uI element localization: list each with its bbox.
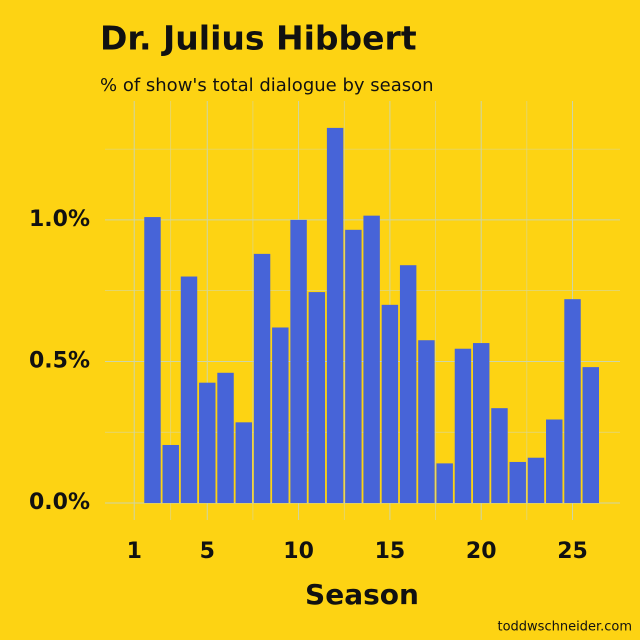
y-tick-label: 1.0% [29, 207, 90, 232]
bar [454, 348, 472, 504]
bar [564, 299, 581, 504]
bar [399, 265, 417, 504]
bar [290, 219, 307, 504]
x-tick-label: 20 [466, 539, 497, 564]
bar [345, 229, 362, 504]
x-tick-label: 15 [375, 539, 406, 564]
bar [180, 276, 198, 504]
x-tick-label: 10 [283, 539, 314, 564]
bar [162, 444, 179, 504]
bar [582, 367, 599, 504]
bar [381, 304, 399, 504]
bar [308, 292, 326, 504]
bar [326, 127, 344, 504]
bar [527, 457, 545, 504]
x-tick-label: 5 [200, 539, 215, 564]
bar [144, 217, 161, 504]
bar [363, 215, 380, 504]
bar [217, 372, 234, 504]
bar [472, 343, 490, 504]
bar [436, 463, 453, 504]
y-tick-label: 0.0% [29, 490, 90, 515]
chart-title: Dr. Julius Hibbert [100, 19, 417, 58]
bar [272, 327, 289, 504]
bar [235, 422, 253, 504]
bar [253, 253, 271, 504]
bar [199, 382, 216, 504]
bar [491, 408, 508, 504]
x-axis-label: Season [305, 578, 419, 611]
bars [144, 127, 599, 504]
source: toddwschneider.com [498, 620, 633, 635]
bar [418, 340, 435, 504]
x-tick-label: 1 [127, 539, 142, 564]
bar [509, 461, 526, 504]
chart-subtitle: % of show's total dialogue by season [100, 75, 434, 96]
y-tick-label: 0.5% [29, 348, 90, 373]
x-tick-label: 25 [557, 539, 588, 564]
bar [546, 419, 563, 504]
